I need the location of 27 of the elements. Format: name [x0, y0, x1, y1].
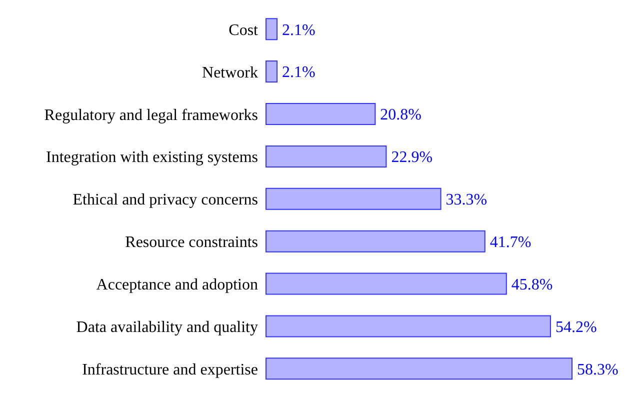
data-label: 33.3%	[446, 192, 488, 209]
data-label: 2.1%	[282, 22, 316, 39]
y-tick-label: Resource constraints	[125, 234, 258, 252]
bar	[266, 315, 551, 338]
y-tick-label: Integration with existing systems	[46, 149, 258, 166]
bar	[266, 145, 387, 168]
data-label: 58.3%	[577, 361, 618, 378]
bar	[266, 272, 507, 295]
data-label: 20.8%	[380, 106, 422, 124]
y-tick-label: Network	[202, 64, 258, 82]
bar	[266, 103, 376, 125]
bar	[266, 60, 278, 83]
y-tick-label: Data availability and quality	[76, 319, 258, 336]
y-tick-label: Ethical and privacy concerns	[72, 192, 258, 209]
y-tick-label: Infrastructure and expertise	[82, 361, 258, 378]
data-label: 2.1%	[282, 64, 316, 82]
y-tick-label: Regulatory and legal frameworks	[44, 106, 258, 124]
bar	[266, 18, 278, 40]
y-tick-label: Acceptance and adoption	[96, 276, 258, 294]
bar	[266, 230, 486, 252]
bar	[266, 188, 442, 210]
data-label: 22.9%	[391, 149, 433, 166]
data-label: 41.7%	[490, 234, 532, 252]
y-tick-label: Cost	[228, 22, 259, 39]
data-label: 45.8%	[511, 276, 553, 294]
data-label: 54.2%	[555, 318, 597, 336]
bar	[266, 358, 572, 380]
